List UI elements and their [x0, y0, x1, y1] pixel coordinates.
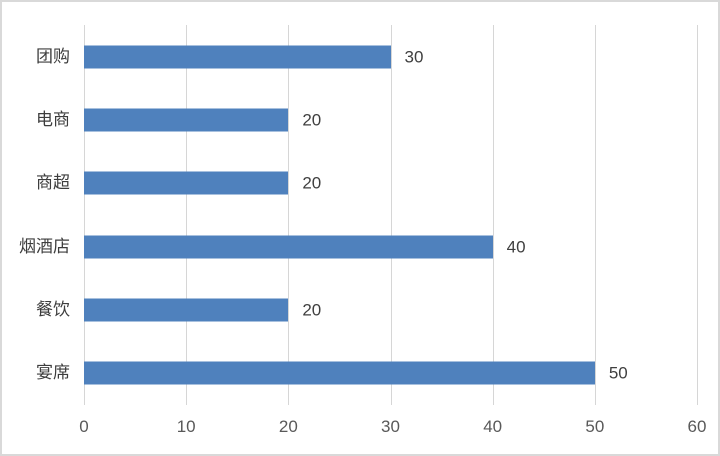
x-tick-label: 30	[381, 417, 400, 436]
x-tick-label: 0	[79, 417, 89, 436]
x-tick-label: 40	[483, 417, 503, 436]
bar-value-label: 20	[302, 173, 322, 193]
plot-area: 30 20 20 40 20 50	[84, 25, 698, 405]
x-tick-label: 60	[687, 417, 707, 436]
bar-value-label: 20	[302, 300, 322, 320]
bar	[84, 235, 493, 259]
category-label: 餐饮	[36, 299, 70, 319]
bar-value-label: 50	[608, 363, 628, 383]
category-axis: 团购电商商超烟酒店餐饮宴席	[2, 25, 70, 405]
bar-value-label: 20	[302, 110, 322, 130]
bar	[84, 361, 595, 385]
x-axis: 0 10 20 30 40 50 60	[79, 417, 706, 442]
bar	[84, 298, 289, 322]
x-tick-label: 10	[176, 417, 196, 436]
category-label: 商超	[36, 173, 70, 193]
gridline	[492, 25, 494, 405]
gridline	[594, 25, 596, 405]
gridline	[697, 25, 698, 405]
category-label: 电商	[36, 109, 70, 129]
gridline	[84, 25, 85, 405]
category-label: 烟酒店	[19, 236, 70, 256]
bar	[84, 108, 289, 132]
bar-value-label: 40	[506, 237, 526, 257]
bar	[84, 171, 289, 195]
x-tick-label: 50	[585, 417, 605, 436]
bar	[84, 45, 391, 69]
x-tick-label: 20	[278, 417, 298, 436]
gridline	[390, 25, 392, 405]
category-label: 宴席	[36, 363, 70, 383]
bar-value-label: 30	[404, 47, 424, 67]
gridline	[288, 25, 290, 405]
gridline	[186, 25, 188, 405]
category-label: 团购	[36, 46, 70, 66]
